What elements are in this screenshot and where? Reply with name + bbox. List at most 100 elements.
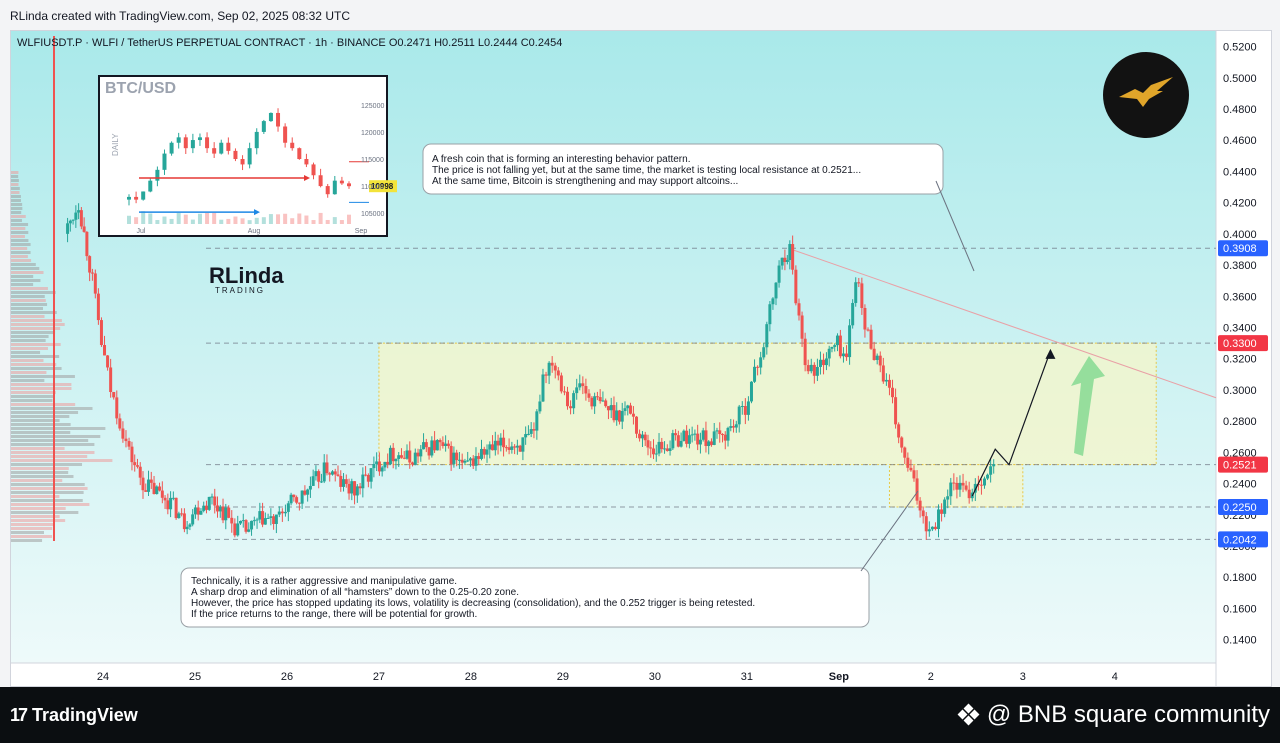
volume-profile-bar [11, 519, 66, 522]
candle [541, 374, 545, 402]
time-tick-label: 30 [649, 671, 661, 683]
candle [230, 517, 234, 524]
zones [378, 342, 1157, 508]
candle [797, 303, 801, 316]
candle [177, 513, 181, 519]
volume-profile-bar [11, 311, 57, 314]
candle [314, 471, 318, 477]
inset-volume-bar [190, 219, 195, 224]
volume-profile-bar [11, 203, 23, 206]
candle [224, 507, 228, 521]
volume-profile-bar [11, 419, 60, 422]
inset-price-ticks: 125000 120000 115000 110000 105000 [361, 103, 384, 218]
inset-time-tick: Sep [355, 228, 368, 235]
candle [430, 440, 434, 456]
volume-profile-bar [11, 211, 22, 214]
volume-profile-bar [11, 531, 44, 534]
volume-profile-bar [11, 243, 31, 246]
volume-profile-bar [11, 383, 72, 386]
candle [99, 320, 103, 346]
volume-profile-bar [11, 507, 66, 510]
candle [606, 406, 610, 411]
price-tick-label: 0.4000 [1223, 229, 1257, 241]
candle [244, 520, 248, 532]
bnb-community: @ BNB square community [957, 701, 1270, 729]
inset-candle [318, 175, 323, 187]
inset-price-tick: 115000 [361, 157, 384, 164]
volume-profile-bar [11, 259, 32, 262]
candle [590, 397, 594, 407]
volume-profile-bar [11, 331, 56, 334]
candle [989, 466, 993, 475]
volume-profile-bar [11, 263, 36, 266]
main-chart[interactable]: 0.5200 0.5000 0.4800 0.4600 0.4400 0.4200 0.40… [11, 31, 1271, 686]
chart-frame[interactable]: 0.5200 0.5000 0.4800 0.4600 0.4400 0.4200 0.40… [10, 30, 1272, 687]
candle [544, 374, 548, 376]
price-tick-label: 0.2800 [1223, 416, 1257, 428]
candle [803, 338, 807, 366]
candle [638, 433, 642, 439]
candle [593, 396, 597, 407]
candle [308, 485, 312, 490]
volume-profile-bar [11, 455, 88, 458]
volume-profile-bar [11, 451, 95, 454]
candle [753, 366, 757, 382]
candle [668, 448, 672, 451]
volume-profile-bar [11, 283, 34, 286]
candle [654, 453, 658, 455]
candle [227, 507, 231, 518]
candle [623, 408, 627, 411]
time-tick-label: 27 [373, 671, 385, 683]
volume-profile-bar [11, 271, 44, 274]
candle [732, 426, 736, 428]
candle [169, 497, 173, 510]
inset-candle [297, 148, 302, 159]
callout-top: A fresh coin that is forming an interest… [422, 143, 975, 272]
volume-profile-bar [11, 535, 53, 538]
candle [207, 496, 211, 510]
tradingview-logo[interactable]: 17 TradingView [10, 705, 138, 726]
inset-volume-bar [276, 214, 281, 224]
candle [394, 458, 398, 462]
inset-volume-bar [205, 212, 210, 224]
candle [216, 505, 220, 512]
time-axis-ticks: 24 25 26 27 28 29 30 31 Sep 2 3 4 [97, 671, 1118, 683]
inset-candle [304, 159, 309, 165]
candle [166, 500, 170, 510]
candle [463, 460, 467, 463]
inset-volume-bar [219, 219, 224, 224]
candle [652, 448, 656, 455]
candle [221, 506, 225, 521]
candle [103, 345, 107, 356]
candle [347, 483, 351, 494]
candle [768, 304, 772, 325]
candle [598, 397, 602, 402]
candle [364, 474, 368, 476]
candle [524, 434, 528, 438]
volume-profile-bar [11, 327, 61, 330]
candle [634, 416, 638, 434]
candle [130, 446, 134, 463]
candle [538, 401, 542, 412]
candle [676, 435, 680, 447]
level-badge [1218, 456, 1268, 473]
volume-profile-bar [11, 439, 89, 442]
price-tick-label: 0.5200 [1223, 42, 1257, 54]
inset-price-tick: 125000 [361, 103, 384, 110]
candle [386, 461, 390, 465]
candle [196, 507, 200, 515]
candle [109, 367, 113, 393]
price-tick-label: 0.2600 [1223, 447, 1257, 459]
inset-volume-bar [268, 214, 273, 224]
price-axis [1216, 31, 1271, 686]
candle [854, 282, 858, 303]
inset-candle [276, 112, 281, 127]
candle [71, 219, 75, 221]
candle [665, 448, 669, 451]
price-tick-label: 0.4800 [1223, 104, 1257, 116]
candle [663, 448, 667, 450]
candle [973, 483, 977, 493]
candle [657, 441, 661, 454]
candle [967, 489, 971, 499]
inset-side-label: DAILY [111, 133, 120, 156]
